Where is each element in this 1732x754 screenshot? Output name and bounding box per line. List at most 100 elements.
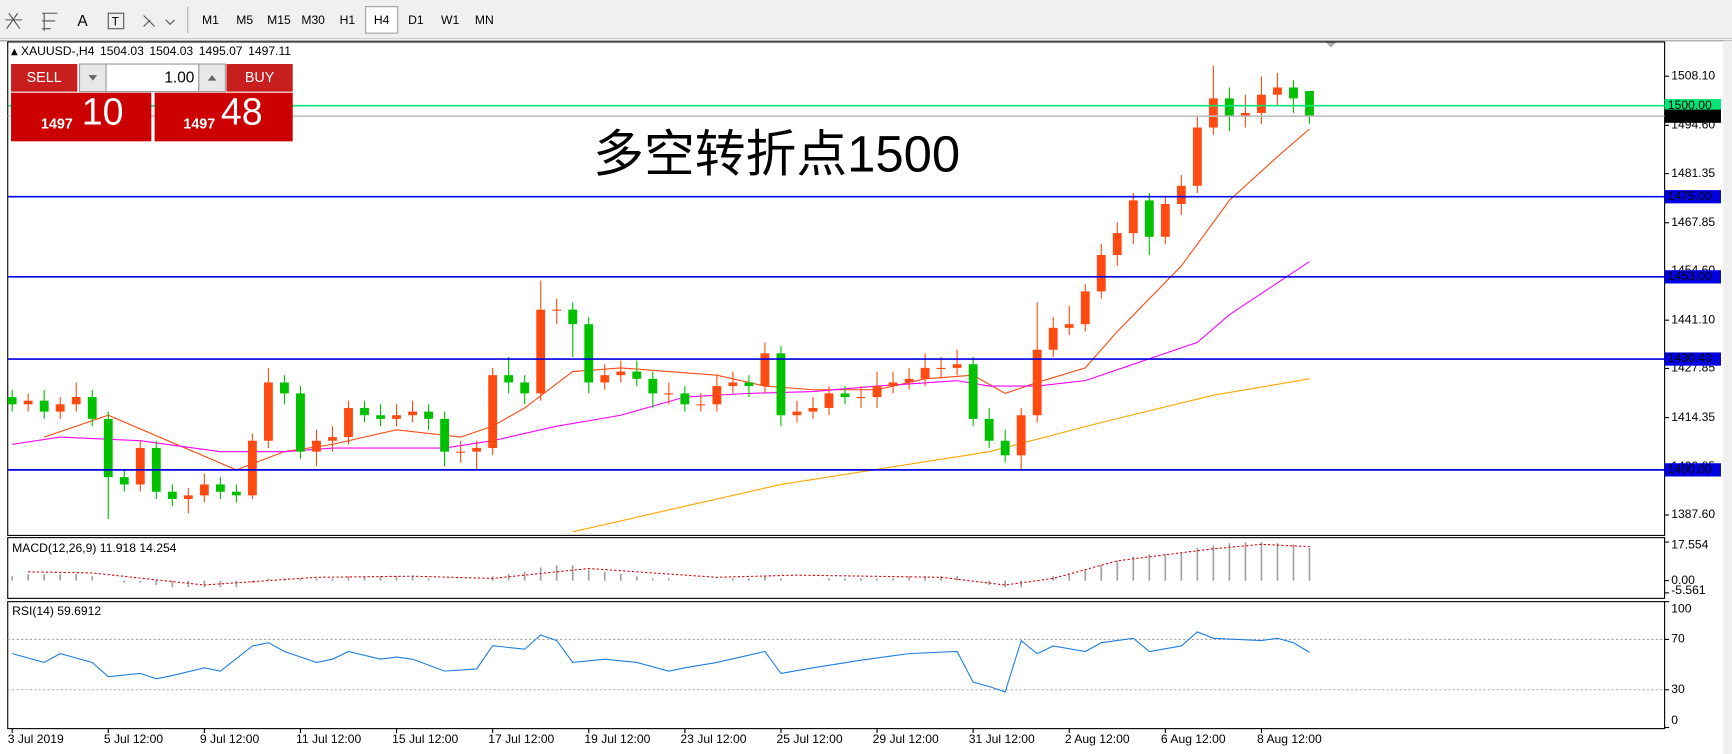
candle-body: [71, 397, 81, 405]
candle-body: [23, 400, 33, 405]
ask-small: 48: [221, 91, 263, 133]
candle-body: [55, 404, 65, 412]
y-tick-label: 30: [1671, 682, 1685, 696]
level-label: 1500.00: [1668, 98, 1712, 112]
candle-body: [328, 437, 337, 441]
level-label: 1475.00: [1668, 189, 1712, 203]
candle-body: [87, 397, 97, 419]
period-button[interactable]: H4: [374, 13, 390, 27]
y-tick-label: 1508.10: [1671, 68, 1715, 82]
candle-body: [1208, 98, 1218, 128]
y-tick-label: 1441.10: [1671, 312, 1715, 326]
one-click-trading: SELL 1.00 BUY 1497 10 1497 48: [11, 63, 293, 142]
candle-body: [648, 378, 658, 394]
candle-body: [231, 491, 241, 496]
candle-body: [408, 411, 417, 416]
candle-body: [488, 375, 498, 449]
period-button[interactable]: M15: [267, 13, 291, 27]
candle-body: [1257, 94, 1266, 113]
x-tick-label: 23 Jul 12:00: [680, 732, 746, 746]
x-tick-label: 17 Jul 12:00: [488, 732, 554, 746]
candle-body: [536, 309, 546, 394]
candle-body: [1160, 204, 1170, 237]
candle-body: [584, 324, 594, 383]
level-label-box: [1664, 270, 1721, 284]
x-tick-label: 29 Jul 12:00: [873, 732, 939, 746]
y-tick-label: 0: [1671, 713, 1678, 727]
rsi-line: [12, 631, 1310, 693]
signal-line: [28, 543, 1310, 586]
annotation: 多空转折点1500: [593, 125, 960, 182]
label-tool[interactable]: T: [107, 12, 125, 30]
crosshair-tool[interactable]: [5, 12, 23, 30]
x-tick-label: 6 Aug 12:00: [1161, 732, 1226, 746]
svg-text:T: T: [112, 14, 120, 28]
buy-button[interactable]: [226, 64, 293, 92]
candle-body: [247, 440, 257, 496]
candle-body: [376, 415, 385, 419]
candle-body: [1032, 349, 1042, 416]
period-button[interactable]: D1: [408, 13, 424, 27]
lots-up[interactable]: [198, 63, 226, 93]
candle-body: [968, 364, 978, 419]
level-label-box: [1664, 352, 1721, 366]
moving-average: [44, 128, 1310, 471]
period-button[interactable]: W1: [441, 13, 459, 27]
x-tick-label: 3 Jul 2019: [8, 732, 64, 746]
candle-body: [680, 393, 690, 405]
candle-body: [1224, 98, 1234, 117]
bid-box[interactable]: [11, 92, 152, 142]
buy-label: BUY: [245, 70, 275, 86]
x-tick-label: 25 Jul 12:00: [777, 732, 843, 746]
level-label: 1497.11: [1668, 108, 1711, 122]
arrows-tool[interactable]: [143, 15, 175, 27]
fibo-tool[interactable]: [41, 12, 58, 31]
level-label-box: [1664, 463, 1721, 477]
chart-panels: 1508.101494.601481.351467.851454.601441.…: [7, 41, 1721, 746]
candle-body: [632, 371, 642, 379]
bid-big: 1497: [41, 117, 73, 133]
panel-frame: [7, 537, 1666, 599]
period-button[interactable]: M5: [236, 13, 253, 27]
svg-text:A: A: [77, 13, 88, 30]
x-tick-label: 9 Jul 12:00: [200, 732, 260, 746]
header-value: 1504.03: [149, 44, 193, 58]
y-tick-label: 1467.85: [1671, 215, 1715, 229]
candle-body: [39, 400, 49, 412]
level-label: 1430.43: [1668, 351, 1712, 365]
period-button[interactable]: H1: [340, 13, 356, 27]
candle-body: [904, 378, 914, 383]
lots-input[interactable]: [105, 63, 200, 93]
period-button[interactable]: MN: [475, 13, 494, 27]
sell-button[interactable]: [11, 64, 78, 92]
active-period: [365, 6, 399, 34]
candle-body: [392, 415, 401, 419]
ask-big: 1497: [183, 117, 215, 133]
level-label-box: [1664, 109, 1721, 123]
candle-body: [1112, 233, 1122, 255]
text-tool[interactable]: A: [77, 13, 88, 30]
chart-header: XAUUSD-,H4 1504.03 1504.03 1495.07 1497.11: [21, 44, 291, 58]
candle-body: [1000, 440, 1010, 456]
candle-body: [776, 353, 786, 416]
period-button[interactable]: M30: [301, 13, 325, 27]
y-tick-label: -5.561: [1671, 583, 1706, 597]
candle-body: [712, 386, 722, 405]
candle-body: [984, 418, 994, 441]
ask-box[interactable]: [154, 92, 293, 142]
bid-small: 10: [82, 91, 124, 133]
candle-body: [424, 411, 433, 419]
candle-body: [119, 477, 129, 485]
candle-body: [888, 382, 898, 387]
period-button[interactable]: M1: [202, 13, 219, 27]
y-tick-label: 0.00: [1671, 573, 1695, 587]
candle-body: [824, 393, 834, 408]
candle-body: [1128, 200, 1138, 234]
x-tick-label: 8 Aug 12:00: [1257, 732, 1322, 746]
candle-body: [568, 309, 578, 325]
candle-body: [856, 397, 866, 399]
y-tick-label: 17.554: [1671, 538, 1708, 552]
candle-body: [1016, 415, 1026, 456]
candle-body: [472, 448, 482, 452]
